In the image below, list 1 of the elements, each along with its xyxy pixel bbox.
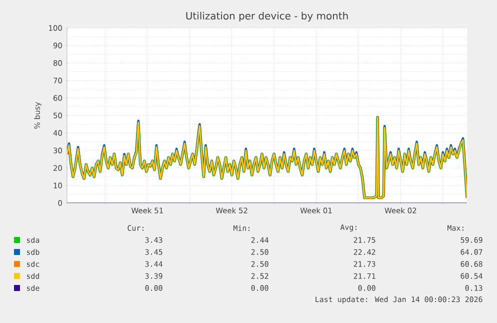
chart-title: Utilization per device - by month [186,12,348,22]
